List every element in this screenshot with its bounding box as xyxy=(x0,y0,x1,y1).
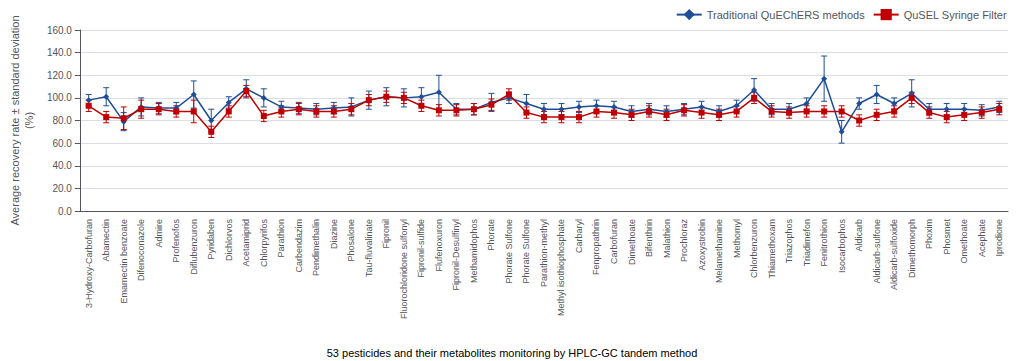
svg-text:Chlorpyrifos: Chlorpyrifos xyxy=(259,219,269,268)
svg-text:Dimethomorph: Dimethomorph xyxy=(907,219,917,278)
svg-text:100.0: 100.0 xyxy=(47,92,72,103)
svg-text:80.0: 80.0 xyxy=(52,115,72,126)
svg-text:Acephate: Acephate xyxy=(977,219,987,257)
svg-text:Aldicarb: Aldicarb xyxy=(854,219,864,252)
svg-text:Admire: Admire xyxy=(154,219,164,248)
svg-text:Phosalone: Phosalone xyxy=(346,219,356,262)
svg-text:Triadimefon: Triadimefon xyxy=(802,219,812,266)
svg-text:Carbofuran: Carbofuran xyxy=(609,219,619,264)
svg-text:Profenofos: Profenofos xyxy=(171,219,181,263)
svg-text:Flufenoxuron: Flufenoxuron xyxy=(434,219,444,272)
svg-text:Azoxystrobin: Azoxystrobin xyxy=(697,219,707,271)
svg-text:Diazine: Diazine xyxy=(329,219,339,249)
svg-text:Tau-fluvalinate: Tau-fluvalinate xyxy=(364,219,374,277)
svg-text:Methamidophos: Methamidophos xyxy=(469,219,479,284)
svg-text:Fipronil-Desulfinyl: Fipronil-Desulfinyl xyxy=(451,219,461,291)
svg-text:Aldicarb-sulfone: Aldicarb-sulfone xyxy=(872,219,882,284)
svg-text:Phosmet: Phosmet xyxy=(942,219,952,255)
svg-text:Phorate: Phorate xyxy=(486,219,496,251)
svg-text:Fluorochloridone sulfonyl: Fluorochloridone sulfonyl xyxy=(399,219,409,319)
svg-text:Acetamiprid: Acetamiprid xyxy=(241,219,251,267)
svg-text:Isocarbophos: Isocarbophos xyxy=(837,219,847,274)
svg-text:3-Hydroxy-Carbofuran: 3-Hydroxy-Carbofuran xyxy=(84,219,94,308)
svg-text:140.0: 140.0 xyxy=(47,47,72,58)
svg-text:Fenpropathrin: Fenpropathrin xyxy=(591,219,601,275)
svg-text:Methyl isothiophosphate: Methyl isothiophosphate xyxy=(556,219,566,316)
svg-text:Fipronil-sulfide: Fipronil-sulfide xyxy=(416,219,426,278)
svg-text:0.0: 0.0 xyxy=(58,206,72,217)
svg-text:Aldicarb-sulfoxide: Aldicarb-sulfoxide xyxy=(889,219,899,290)
svg-text:Malathion: Malathion xyxy=(662,219,672,258)
svg-text:Phorate Sulfone: Phorate Sulfone xyxy=(504,219,514,284)
svg-text:Thiamethoxam: Thiamethoxam xyxy=(767,219,777,279)
svg-text:Fipronil: Fipronil xyxy=(381,219,391,249)
svg-text:Abamectin: Abamectin xyxy=(101,219,111,262)
svg-text:Omethoate: Omethoate xyxy=(959,219,969,264)
svg-text:Dimethoate: Dimethoate xyxy=(627,219,637,265)
svg-text:Fenitrothion: Fenitrothion xyxy=(819,219,829,267)
svg-text:Triazophos: Triazophos xyxy=(784,219,794,264)
svg-text:Difenoconazole: Difenoconazole xyxy=(136,219,146,281)
svg-text:40.0: 40.0 xyxy=(52,160,72,171)
svg-text:Carbaryl: Carbaryl xyxy=(574,219,584,253)
svg-text:Methomyl: Methomyl xyxy=(732,219,742,258)
svg-text:120.0: 120.0 xyxy=(47,70,72,81)
svg-text:(%): (%) xyxy=(23,112,35,129)
svg-text:Prochloraz: Prochloraz xyxy=(679,219,689,263)
svg-text:Parathion-methyl: Parathion-methyl xyxy=(539,219,549,287)
svg-text:53 pesticides and their metabo: 53 pesticides and their metabolites moni… xyxy=(327,347,698,359)
svg-text:Chlorbenzuron: Chlorbenzuron xyxy=(749,219,759,278)
svg-text:Phorate Sulfone: Phorate Sulfone xyxy=(521,219,531,284)
svg-text:Carbendazim: Carbendazim xyxy=(294,219,304,273)
svg-text:Average recovery rate ± standa: Average recovery rate ± standard deviati… xyxy=(9,15,21,225)
svg-text:Parathion: Parathion xyxy=(276,219,286,258)
svg-text:Pendimethalin: Pendimethalin xyxy=(311,219,321,276)
svg-text:Traditional QuEChERS methods: Traditional QuEChERS methods xyxy=(707,9,865,21)
svg-text:Dichlorvos: Dichlorvos xyxy=(224,219,234,262)
svg-text:60.0: 60.0 xyxy=(52,138,72,149)
svg-text:QuSEL Syringe Filter: QuSEL Syringe Filter xyxy=(904,9,1007,21)
svg-text:Diflubenzuron: Diflubenzuron xyxy=(189,219,199,275)
svg-text:Iprodione: Iprodione xyxy=(994,219,1004,257)
svg-text:160.0: 160.0 xyxy=(47,25,72,36)
svg-text:Phoxim: Phoxim xyxy=(924,219,934,249)
svg-text:Bifenthrin: Bifenthrin xyxy=(644,219,654,257)
svg-text:20.0: 20.0 xyxy=(52,183,72,194)
svg-text:Melamethamine: Melamethamine xyxy=(714,219,724,283)
svg-text:Pyridaben: Pyridaben xyxy=(206,219,216,260)
svg-text:Emamectin benzoate: Emamectin benzoate xyxy=(119,219,129,304)
